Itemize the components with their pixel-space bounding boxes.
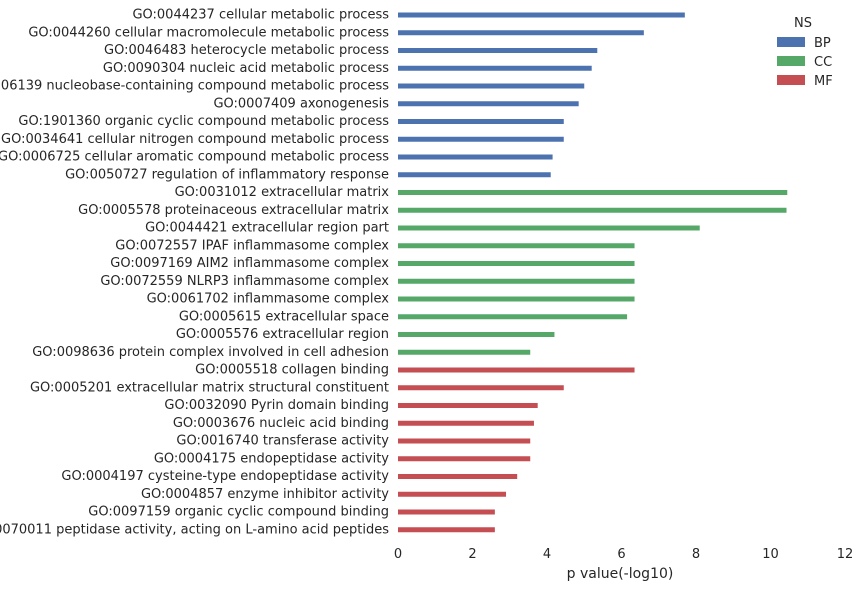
bars-layer xyxy=(398,12,788,533)
category-label: GO:0003676 nucleic acid binding xyxy=(173,416,389,431)
legend-swatch-bp xyxy=(777,37,805,47)
category-label: GO:0004197 cysteine-type endopeptidase a… xyxy=(61,469,389,484)
category-label: GO:0044421 extracellular region part xyxy=(145,221,389,236)
category-label: GO:0006139 nucleobase-containing compoun… xyxy=(0,79,389,94)
category-label: GO:0046483 heterocycle metabolic process xyxy=(104,43,389,58)
category-label: GO:0005576 extracellular region xyxy=(176,327,389,342)
bar-mf xyxy=(398,385,564,391)
category-label: GO:0097159 organic cyclic compound bindi… xyxy=(88,505,389,520)
category-labels: GO:0044237 cellular metabolic process GO:… xyxy=(0,8,389,538)
category-label: GO:0050727 regulation of inflammatory re… xyxy=(65,167,389,182)
category-label: GO:0006725 cellular aromatic compound me… xyxy=(0,150,389,165)
category-label: GO:0016740 transferase activity xyxy=(176,434,389,449)
category-label: GO:0032090 Pyrin domain binding xyxy=(164,398,389,413)
category-label: GO:0072559 NLRP3 inflammasome complex xyxy=(100,274,389,289)
bar-bp xyxy=(398,30,644,36)
category-label: GO:0004175 endopeptidase activity xyxy=(154,451,389,466)
bar-mf xyxy=(398,474,518,479)
legend-label-mf: MF xyxy=(814,74,833,89)
bar-cc xyxy=(398,225,700,231)
legend-label-bp: BP xyxy=(814,36,831,51)
bar-cc xyxy=(398,278,635,284)
category-label: GO:1901360 organic cyclic compound metab… xyxy=(18,114,389,129)
bar-cc xyxy=(398,314,628,320)
bar-mf xyxy=(398,367,635,373)
bar-bp xyxy=(398,65,592,71)
category-label: GO:0005518 collagen binding xyxy=(195,363,389,378)
bar-mf xyxy=(398,420,534,426)
bar-bp xyxy=(398,136,564,142)
category-label: GO:0034641 cellular nitrogen compound me… xyxy=(1,132,389,147)
category-label: GO:0004857 enzyme inhibitor activity xyxy=(141,487,389,502)
x-axis-title: p value(-log10) xyxy=(567,566,674,582)
bar-mf xyxy=(398,491,507,497)
bar-bp xyxy=(398,101,579,107)
bar-cc xyxy=(398,190,788,195)
category-label: GO:0097169 AIM2 inflammasome complex xyxy=(110,256,389,271)
category-label: GO:0005578 proteinaceous extracellular m… xyxy=(78,203,389,218)
bar-bp xyxy=(398,154,553,160)
legend-swatch-mf xyxy=(777,75,805,85)
bar-cc xyxy=(398,349,531,355)
bar-mf xyxy=(398,527,495,533)
x-tick-label: 4 xyxy=(543,547,551,562)
category-label: GO:0098636 protein complex involved in c… xyxy=(32,345,389,360)
category-label: GO:0044237 cellular metabolic process xyxy=(132,8,389,23)
bar-mf xyxy=(398,456,531,462)
category-label: GO:0005615 extracellular space xyxy=(179,309,389,324)
category-label: GO:0007409 axonogenesis xyxy=(213,96,389,111)
bar-cc xyxy=(398,243,635,249)
category-label: GO:0070011 peptidase activity, acting on… xyxy=(0,522,389,537)
category-label: GO:0072557 IPAF inflammasome complex xyxy=(115,238,389,253)
x-tick-label: 8 xyxy=(692,547,700,562)
legend: NS BP CC MF xyxy=(777,16,833,89)
x-tick-label: 0 xyxy=(394,547,402,562)
bar-cc xyxy=(398,261,635,266)
legend-label-cc: CC xyxy=(814,55,832,70)
category-label: GO:0044260 cellular macromolecule metabo… xyxy=(28,25,389,40)
category-label: GO:0031012 extracellular matrix xyxy=(175,185,390,200)
x-axis: 0 2 4 6 8 10 12 xyxy=(394,547,853,562)
bar-mf xyxy=(398,509,495,515)
legend-title: NS xyxy=(794,16,812,31)
legend-swatch-cc xyxy=(777,56,805,66)
category-label: GO:0061702 inflammasome complex xyxy=(147,292,390,307)
bar-cc xyxy=(398,332,555,337)
bar-cc xyxy=(398,296,635,302)
x-tick-label: 6 xyxy=(617,547,625,562)
x-tick-label: 10 xyxy=(762,547,779,562)
bar-mf xyxy=(398,438,531,444)
category-label: GO:0005201 extracellular matrix structur… xyxy=(30,380,389,395)
bar-bp xyxy=(398,12,685,18)
bar-bp xyxy=(398,119,564,124)
bar-bp xyxy=(398,83,585,89)
bar-mf xyxy=(398,403,538,408)
bar-bp xyxy=(398,172,551,178)
bar-cc xyxy=(398,207,787,213)
x-tick-label: 2 xyxy=(468,547,476,562)
category-label: GO:0090304 nucleic acid metabolic proces… xyxy=(103,61,389,76)
x-tick-label: 12 xyxy=(837,547,854,562)
bar-bp xyxy=(398,48,598,53)
